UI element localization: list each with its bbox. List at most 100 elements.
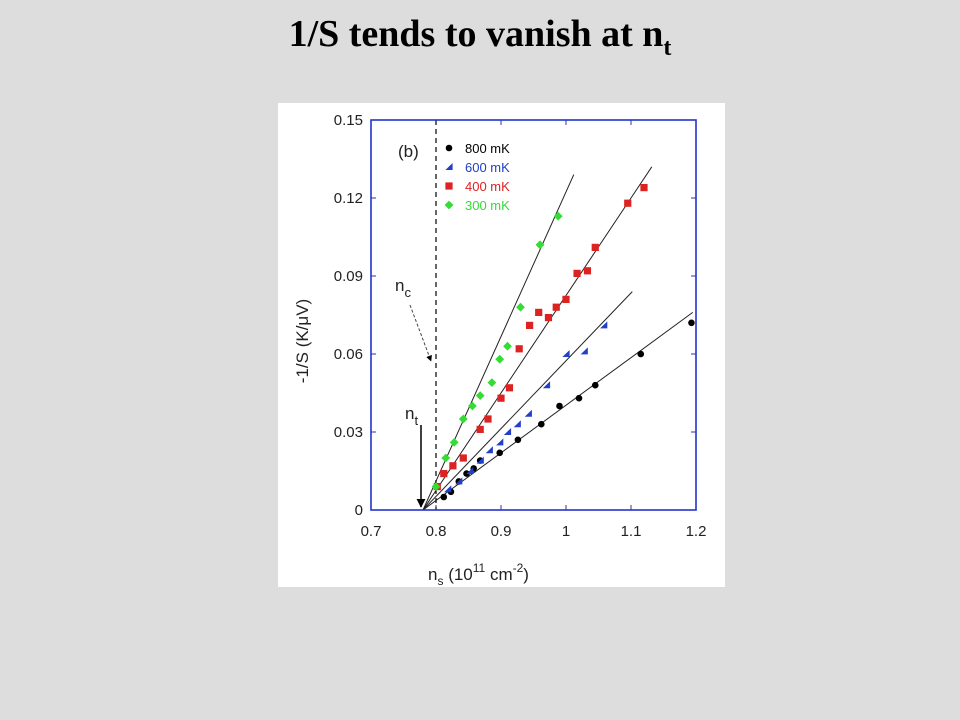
x-axis-label-sub: s [437, 574, 443, 587]
legend-marker [445, 144, 453, 152]
fit-lines [422, 166, 694, 511]
x-axis-label-unit: cm [485, 565, 512, 584]
plot-frame [370, 119, 697, 511]
data-point [431, 482, 441, 491]
nt-label-n: n [405, 404, 414, 423]
data-point [496, 438, 504, 446]
data-point [591, 381, 599, 389]
fit-line [422, 311, 694, 511]
data-point [526, 321, 534, 329]
data-point [637, 350, 645, 358]
data-point [583, 267, 592, 275]
nc-label: nc [395, 276, 411, 300]
data-point [441, 453, 451, 463]
series-1 [444, 321, 608, 493]
data-point [575, 394, 583, 402]
data-point [487, 378, 497, 387]
x-tick-label: 1.1 [621, 523, 642, 540]
data-point [562, 350, 570, 357]
legend-label: 800 mK [465, 141, 510, 156]
x-tick-label: 0.8 [426, 523, 447, 540]
nc-label-n: n [395, 276, 404, 295]
legend-label: 400 mK [465, 179, 510, 194]
y-tick-label: 0.03 [334, 424, 363, 441]
data-point [600, 321, 608, 329]
data-point [624, 199, 632, 207]
data-point [444, 485, 452, 493]
y-tick-label: 0 [355, 502, 363, 519]
fit-line [422, 174, 575, 511]
x-tick-label: 0.7 [361, 523, 382, 540]
legend-marker [445, 182, 453, 190]
data-point [468, 401, 477, 411]
data-point [553, 211, 563, 221]
data-point [449, 438, 459, 447]
data-point [458, 414, 468, 424]
legend-label: 300 mK [465, 198, 510, 213]
y-tick-labels: 0 0.03 0.06 0.09 0.12 0.15 [334, 112, 363, 519]
x-axis-label-exp1: 11 [473, 561, 486, 575]
axis-ticks [370, 119, 697, 511]
legend-marker [445, 163, 453, 170]
nt-label: nt [405, 404, 418, 428]
x-axis-label: ns (1011 cm-2) [428, 561, 529, 587]
series-2 [433, 184, 648, 491]
y-tick-label: 0.06 [334, 346, 363, 363]
legend: 800 mK 600 mK 400 mK 300 mK [444, 141, 510, 213]
data-point [552, 303, 560, 311]
x-tick-label: 1.2 [686, 523, 707, 540]
data-point [514, 436, 522, 444]
slide-title-subscript: t [663, 35, 672, 61]
data-point [496, 449, 503, 457]
data-point [463, 470, 470, 477]
data-point [515, 345, 523, 353]
data-point [535, 240, 545, 250]
data-point [591, 243, 599, 251]
data-points [431, 184, 695, 501]
data-point [485, 446, 493, 454]
x-axis-label-mid: (10 [443, 565, 472, 584]
data-point [535, 308, 543, 316]
slide-title: 1/S tends to vanish at nt [0, 12, 960, 62]
data-point [640, 184, 648, 192]
y-axis-label: -1/S (K/μV) [293, 299, 312, 383]
x-tick-label: 1 [562, 523, 570, 540]
x-axis-label-exp2: -2 [513, 561, 524, 575]
data-point [440, 493, 448, 501]
data-point [503, 341, 512, 351]
nt-label-sub: t [414, 413, 418, 428]
data-point [538, 420, 545, 428]
chart-svg: 0.7 0.8 0.9 1 1.1 1.2 0 0.03 0.06 0.09 0.12 0.15 (… [293, 112, 707, 587]
data-point [544, 314, 553, 322]
data-point [476, 456, 484, 464]
data-point [475, 391, 485, 400]
x-tick-label: 0.9 [491, 523, 512, 540]
data-point [505, 384, 514, 392]
data-point [524, 409, 532, 417]
data-point [688, 319, 695, 327]
data-point [503, 428, 512, 435]
slide-title-main: 1/S tends to vanish at n [288, 13, 664, 55]
x-tick-labels: 0.7 0.8 0.9 1 1.1 1.2 [361, 523, 707, 540]
fit-line [422, 166, 653, 511]
x-axis-label-end: ) [523, 565, 529, 584]
series-0 [440, 319, 695, 501]
data-point [542, 381, 551, 389]
data-point [449, 462, 457, 470]
data-point [516, 302, 525, 312]
chart-figure: 0.7 0.8 0.9 1 1.1 1.2 0 0.03 0.06 0.09 0.12 0.15 (… [278, 103, 725, 587]
data-point [459, 454, 467, 462]
data-point [562, 295, 570, 303]
y-tick-label: 0.15 [334, 112, 363, 129]
data-point [573, 269, 581, 277]
series-3 [431, 211, 563, 491]
data-point [556, 402, 563, 410]
nc-arrow [409, 304, 432, 362]
data-point [497, 394, 505, 402]
data-point [484, 415, 492, 423]
data-point [440, 470, 448, 478]
legend-marker [444, 200, 454, 210]
y-tick-label: 0.09 [334, 268, 363, 285]
nc-label-sub: c [404, 285, 411, 300]
data-point [476, 425, 484, 433]
